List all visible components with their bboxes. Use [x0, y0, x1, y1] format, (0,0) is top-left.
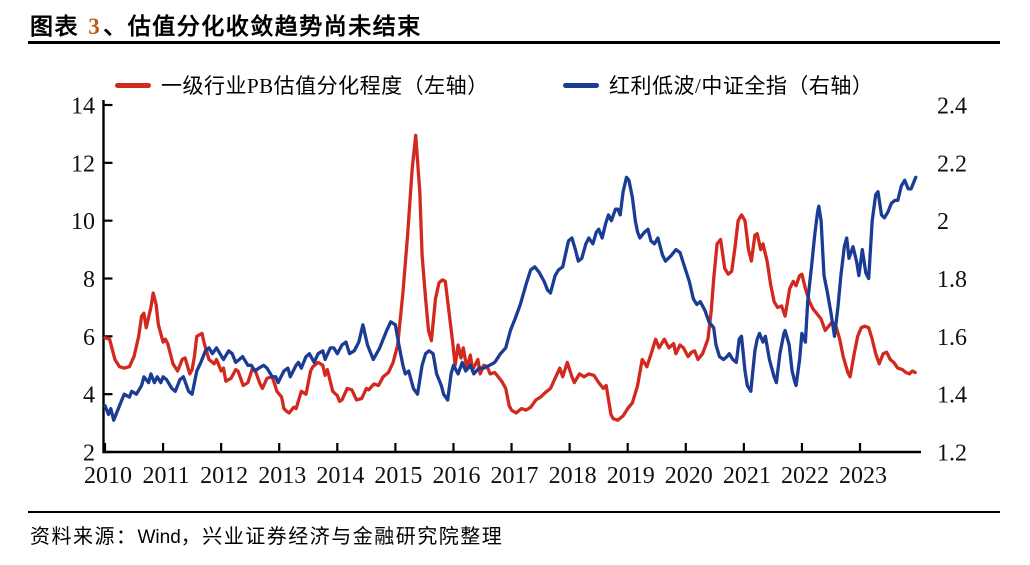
x-axis-tick-label: 2022 — [781, 463, 829, 489]
x-axis-tick-label: 2012 — [200, 463, 248, 489]
x-axis-tick-label: 2011 — [143, 463, 190, 489]
source-suffix: ，兴业证券经济与金融研究院整理 — [180, 526, 504, 548]
x-axis-tick-label: 2016 — [432, 463, 480, 489]
right-axis-tick-label: 2.4 — [937, 94, 967, 120]
figure-number: 3 — [88, 14, 102, 39]
source-prefix: 资料来源： — [30, 526, 138, 548]
legend-item-pb-divergence: 一级行业PB估值分化程度（左轴） — [115, 70, 489, 100]
x-axis-tick-label: 2013 — [258, 463, 306, 489]
left-axis-tick-label: 14 — [71, 94, 95, 120]
x-axis-tick-label: 2020 — [665, 463, 713, 489]
red-line-swatch — [115, 82, 151, 88]
source-note: 资料来源：Wind，兴业证券经济与金融研究院整理 — [30, 520, 503, 549]
right-axis-tick-label: 1.2 — [937, 441, 967, 467]
source-name: Wind — [137, 527, 181, 548]
right-axis-tick-label: 1.8 — [937, 267, 967, 293]
series-line-pb-divergence — [103, 133, 917, 422]
left-axis-tick-label: 4 — [83, 383, 95, 409]
right-axis-tick-label: 1.6 — [937, 325, 967, 351]
chart-legend: 一级行业PB估值分化程度（左轴） 红利低波/中证全指（右轴） — [0, 70, 1030, 100]
legend-item-dividend-lowvol: 红利低波/中证全指（右轴） — [563, 70, 873, 100]
left-axis-tick-label: 10 — [71, 209, 95, 235]
figure-title: 图表 3、估值分化收敛趋势尚未结束 — [30, 7, 422, 41]
right-axis-tick-label: 2.2 — [937, 151, 967, 177]
x-axis-tick-label: 2021 — [723, 463, 771, 489]
left-axis-tick-label: 12 — [71, 151, 95, 177]
footer-divider-rule — [28, 511, 1000, 513]
right-axis-tick-label: 2 — [937, 209, 949, 235]
x-axis-tick-label: 2023 — [839, 463, 887, 489]
left-axis-tick-label: 2 — [83, 441, 95, 467]
figure-title-text: 估值分化收敛趋势尚未结束 — [127, 14, 422, 39]
legend-label-pb-divergence: 一级行业PB估值分化程度（左轴） — [161, 74, 489, 98]
x-axis-tick-label: 2010 — [84, 463, 132, 489]
x-axis-tick-label: 2015 — [374, 463, 422, 489]
x-axis-tick-label: 2014 — [316, 463, 364, 489]
series-line-dividend-lowvol — [103, 175, 918, 422]
figure-label: 图表 — [30, 14, 79, 39]
left-axis-tick-label: 6 — [83, 325, 95, 351]
title-divider-rule — [28, 41, 1000, 44]
left-axis-tick-label: 8 — [83, 267, 95, 293]
right-axis-tick-label: 1.4 — [937, 383, 967, 409]
x-axis-tick-label: 2018 — [549, 463, 597, 489]
blue-line-swatch — [563, 82, 599, 88]
x-axis-tick-label: 2019 — [607, 463, 655, 489]
figure-separator: 、 — [103, 14, 128, 39]
x-axis-tick-label: 2017 — [491, 463, 539, 489]
legend-label-dividend-lowvol: 红利低波/中证全指（右轴） — [609, 74, 874, 98]
